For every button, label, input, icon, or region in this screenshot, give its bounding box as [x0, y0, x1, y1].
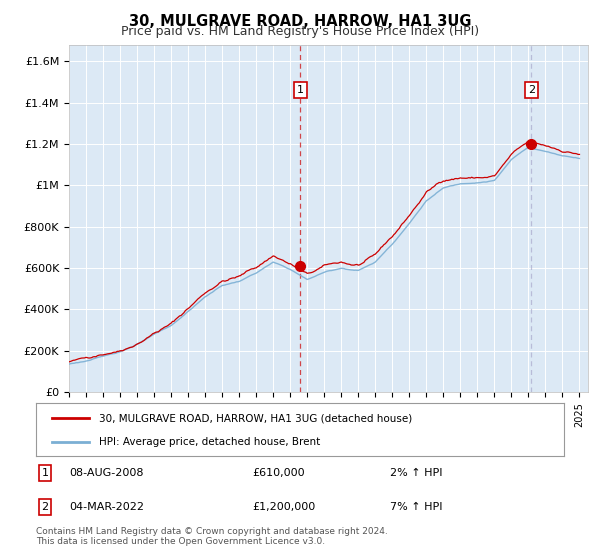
Text: HPI: Average price, detached house, Brent: HPI: Average price, detached house, Bren… — [100, 436, 320, 446]
Text: 7% ↑ HPI: 7% ↑ HPI — [390, 502, 443, 512]
Text: 1: 1 — [41, 468, 49, 478]
Text: £1,200,000: £1,200,000 — [252, 502, 315, 512]
Text: Contains HM Land Registry data © Crown copyright and database right 2024.
This d: Contains HM Land Registry data © Crown c… — [36, 526, 388, 546]
Text: 30, MULGRAVE ROAD, HARROW, HA1 3UG: 30, MULGRAVE ROAD, HARROW, HA1 3UG — [129, 14, 471, 29]
Text: 30, MULGRAVE ROAD, HARROW, HA1 3UG (detached house): 30, MULGRAVE ROAD, HARROW, HA1 3UG (deta… — [100, 413, 413, 423]
Text: 04-MAR-2022: 04-MAR-2022 — [69, 502, 144, 512]
Text: 08-AUG-2008: 08-AUG-2008 — [69, 468, 143, 478]
Text: 2: 2 — [528, 85, 535, 95]
Text: 2% ↑ HPI: 2% ↑ HPI — [390, 468, 443, 478]
Text: 2: 2 — [41, 502, 49, 512]
Text: 1: 1 — [297, 85, 304, 95]
Text: £610,000: £610,000 — [252, 468, 305, 478]
Text: Price paid vs. HM Land Registry's House Price Index (HPI): Price paid vs. HM Land Registry's House … — [121, 25, 479, 38]
